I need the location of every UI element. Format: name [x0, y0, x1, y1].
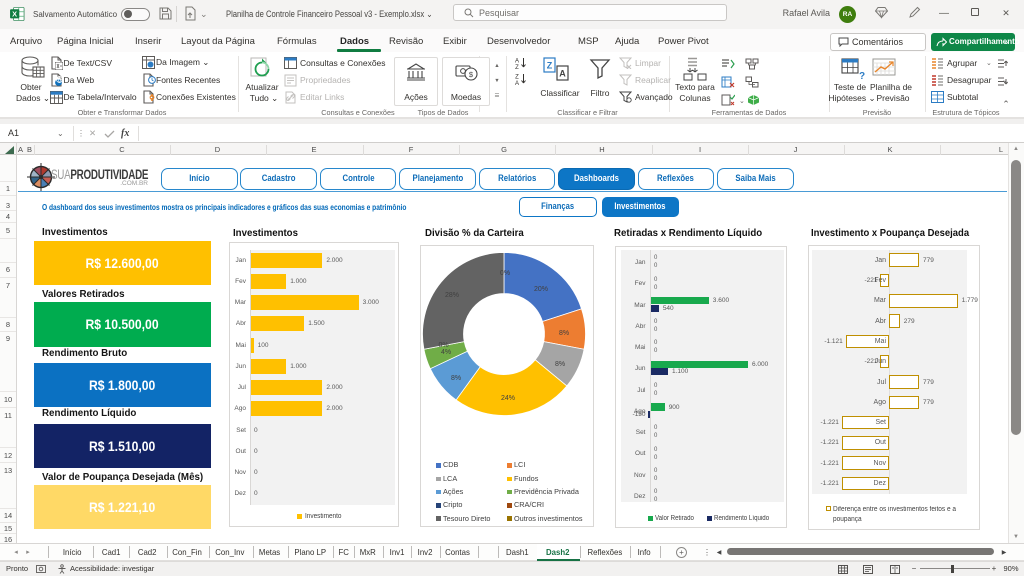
svg-text:Z: Z: [515, 75, 519, 81]
svg-text:A: A: [515, 59, 519, 65]
svg-text:$: $: [469, 70, 474, 79]
svg-text:A: A: [559, 69, 566, 79]
svg-text:Z: Z: [547, 61, 553, 71]
svg-text:X: X: [12, 9, 17, 18]
svg-text:?: ?: [859, 71, 865, 80]
svg-text:A: A: [515, 81, 519, 85]
svg-text:Z: Z: [515, 65, 519, 69]
